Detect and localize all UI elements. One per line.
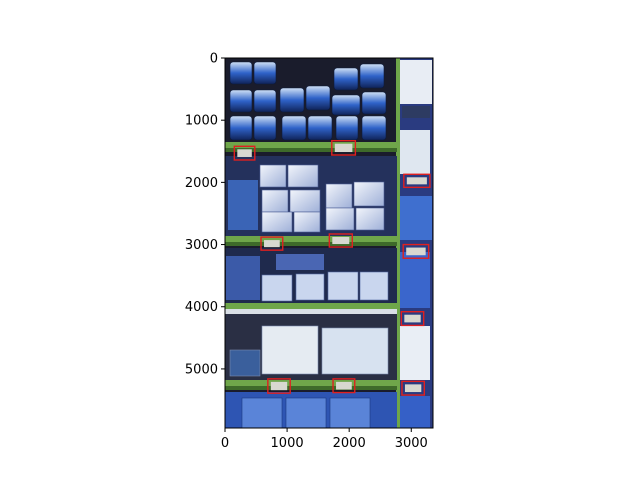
y-axis: 0 1000 2000 3000 4000 5000 <box>185 52 225 377</box>
detection-box <box>402 243 430 259</box>
detection-box <box>331 140 357 156</box>
y-tick-label: 4000 <box>185 300 218 315</box>
detection-box <box>332 378 356 394</box>
detection-box <box>233 145 256 161</box>
x-tick-label: 1000 <box>271 436 304 451</box>
detection-box <box>400 311 425 327</box>
price-tag <box>332 236 350 245</box>
x-tick-label: 3000 <box>395 436 428 451</box>
price-tag <box>406 177 427 185</box>
price-tag <box>404 314 421 323</box>
price-tag <box>237 149 252 157</box>
y-tick-label: 2000 <box>185 176 218 191</box>
price-tag <box>270 381 288 391</box>
y-tick-label: 1000 <box>185 114 218 129</box>
price-tag <box>334 143 353 153</box>
x-tick-label: 0 <box>221 436 229 451</box>
x-axis: 0 1000 2000 3000 <box>221 428 428 451</box>
price-tag <box>336 381 352 390</box>
price-tag <box>264 240 280 248</box>
shelf-photo <box>225 58 433 428</box>
y-tick-label: 3000 <box>185 238 218 253</box>
detection-box <box>328 233 353 248</box>
detection-box <box>260 236 284 251</box>
x-tick-label: 2000 <box>333 436 366 451</box>
detection-box <box>403 173 431 189</box>
detection-box <box>401 380 426 396</box>
y-tick-label: 0 <box>210 52 218 67</box>
price-tag <box>404 384 422 393</box>
y-tick-label: 5000 <box>185 362 218 377</box>
detection-boxes <box>233 140 431 396</box>
detection-box <box>267 378 291 394</box>
price-tag <box>406 247 426 256</box>
axes-frame <box>224 57 434 429</box>
